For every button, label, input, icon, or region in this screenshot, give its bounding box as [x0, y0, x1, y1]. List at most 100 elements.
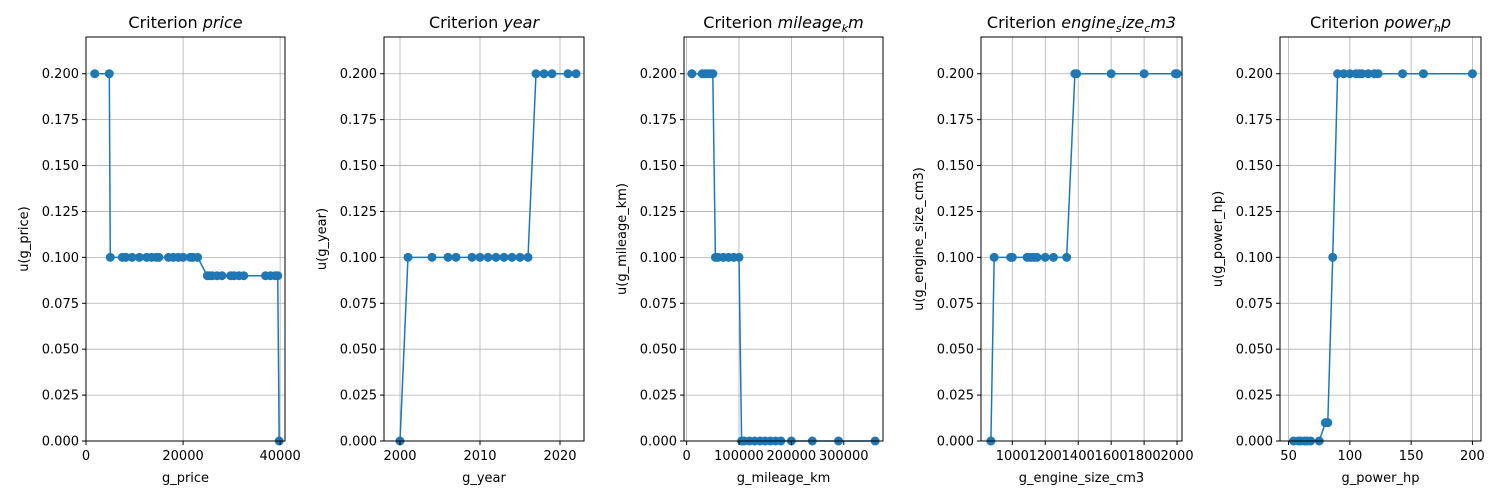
data-point — [403, 252, 413, 262]
y-tick-label: 0.100 — [640, 251, 677, 266]
chart-title: Criterion price — [128, 13, 242, 32]
y-tick-label: 0.025 — [1236, 389, 1273, 404]
chart-panel: 2000 2010 2020 0.000 0.025 0.050 0.075 0.100 0.1… — [315, 13, 585, 486]
y-tick-label: 0.025 — [340, 389, 377, 404]
axes-frame — [980, 36, 1183, 442]
x-tick-label: 2020 — [543, 449, 576, 464]
y-tick-label: 0.075 — [640, 297, 677, 312]
data-point — [1418, 69, 1428, 79]
y-tick-label: 0.150 — [42, 159, 79, 174]
title-part: power — [1383, 13, 1435, 32]
y-tick-label: 0.125 — [42, 205, 79, 220]
y-tick-label: 0.050 — [1236, 343, 1273, 358]
title-subscript: c — [1144, 22, 1150, 35]
axes-frame — [383, 36, 585, 442]
data-point — [708, 69, 718, 79]
title-subscript: s — [1116, 22, 1122, 35]
data-point — [1048, 252, 1058, 262]
data-point — [443, 252, 453, 262]
x-axis-label: g_engine_size_cm3 — [1019, 471, 1144, 486]
y-tick-label: 0.175 — [1236, 113, 1273, 128]
y-tick-label: 0.150 — [340, 159, 377, 174]
y-tick-label: 0.125 — [937, 205, 974, 220]
title-part: Criterion — [429, 13, 503, 32]
title-part: Criterion — [1310, 13, 1384, 32]
x-tick-label: 200000 — [767, 449, 817, 464]
y-tick-label: 0.200 — [42, 67, 79, 82]
y-tick-label: 0.050 — [937, 343, 974, 358]
data-point — [571, 69, 581, 79]
x-tick-label: 0 — [682, 449, 690, 464]
data-point — [1062, 252, 1072, 262]
data-point — [499, 252, 509, 262]
y-tick-label: 0.150 — [937, 159, 974, 174]
title-part: ize — [1122, 13, 1145, 32]
title-part: m3 — [1150, 13, 1176, 32]
y-tick-label: 0.100 — [937, 251, 974, 266]
data-point — [1398, 69, 1408, 79]
chart-panel: 0 20000 40000 0.000 0.025 0.050 0.075 0.100 0.12… — [17, 13, 301, 486]
y-tick-label: 0.125 — [640, 205, 677, 220]
data-point — [475, 252, 485, 262]
x-axis-label: g_mileage_km — [737, 471, 831, 486]
title-part: Criterion — [128, 13, 202, 32]
y-tick-label: 0.000 — [340, 435, 377, 450]
y-axis-label: u(g_price) — [17, 206, 32, 272]
data-point — [531, 69, 541, 79]
y-tick-label: 0.025 — [640, 389, 677, 404]
x-tick-label: 2000 — [1161, 449, 1194, 464]
data-point — [154, 252, 164, 262]
x-tick-label: 2000 — [383, 449, 416, 464]
y-tick-label: 0.075 — [1236, 297, 1273, 312]
data-point — [483, 252, 493, 262]
data-point — [539, 69, 549, 79]
data-point — [563, 69, 573, 79]
chart-title: Criterion powerhp — [1310, 13, 1451, 35]
y-tick-label: 0.075 — [937, 297, 974, 312]
y-tick-label: 0.125 — [1236, 205, 1273, 220]
data-point — [467, 252, 477, 262]
data-point — [121, 252, 131, 262]
data-point — [239, 271, 249, 281]
y-axis-label: u(g_year) — [315, 208, 330, 270]
y-tick-label: 0.075 — [340, 297, 377, 312]
chart-title: Criterion year — [429, 13, 540, 32]
x-tick-label: 1200 — [1029, 449, 1062, 464]
y-tick-label: 0.025 — [937, 389, 974, 404]
y-tick-label: 0.150 — [1236, 159, 1273, 174]
x-tick-label: 150 — [1399, 449, 1424, 464]
data-point — [1323, 418, 1333, 428]
title-subscript: h — [1434, 22, 1441, 35]
data-point — [127, 252, 137, 262]
chart-title: Criterion mileagekm — [703, 13, 863, 35]
title-part: p — [1440, 13, 1451, 32]
chart-title: Criterion enginesizecm3 — [987, 13, 1176, 35]
title-part: Criterion — [987, 13, 1061, 32]
y-tick-label: 0.200 — [640, 67, 677, 82]
x-tick-label: 1400 — [1062, 449, 1095, 464]
title-subscript: k — [842, 22, 849, 35]
data-point — [523, 252, 533, 262]
data-point — [1139, 69, 1149, 79]
axes-frame — [85, 36, 286, 442]
data-point — [273, 271, 283, 281]
data-point — [507, 252, 517, 262]
data-point — [105, 252, 115, 262]
y-tick-label: 0.075 — [42, 297, 79, 312]
y-tick-label: 0.050 — [42, 343, 79, 358]
chart-panel: 0 100000 200000 300000 0.000 0.025 0.050 0.075 0… — [615, 13, 884, 486]
title-part: mileage — [778, 13, 842, 32]
y-tick-label: 0.100 — [340, 251, 377, 266]
y-tick-label: 0.000 — [1236, 435, 1273, 450]
axes-frame — [1279, 36, 1482, 442]
data-point — [1373, 69, 1383, 79]
data-point — [217, 271, 227, 281]
data-point — [134, 252, 144, 262]
y-tick-label: 0.050 — [340, 343, 377, 358]
y-tick-label: 0.000 — [42, 435, 79, 450]
title-part: m — [848, 13, 864, 32]
title-part: Criterion — [703, 13, 777, 32]
x-tick-label: 1800 — [1128, 449, 1161, 464]
x-tick-label: 2010 — [463, 449, 496, 464]
